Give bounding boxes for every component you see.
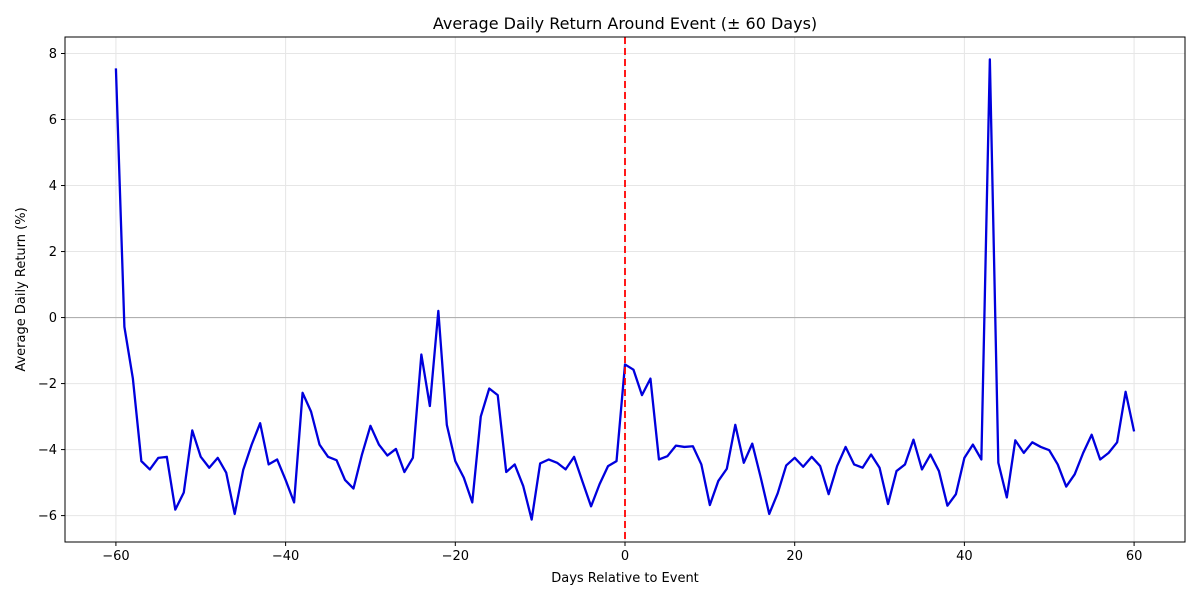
y-tick-label: −4 bbox=[38, 443, 57, 458]
y-tick-label: 8 bbox=[49, 47, 57, 62]
y-tick-label: −6 bbox=[38, 509, 57, 524]
x-tick-label: 0 bbox=[621, 549, 629, 564]
y-tick-label: 6 bbox=[49, 113, 57, 128]
series-layer bbox=[114, 37, 1136, 542]
chart-title: Average Daily Return Around Event (± 60 … bbox=[433, 14, 817, 33]
x-tick-label: 20 bbox=[786, 549, 803, 564]
x-axis-label: Days Relative to Event bbox=[551, 571, 699, 586]
y-tick-label: 2 bbox=[49, 245, 57, 260]
x-tick-label: −60 bbox=[102, 549, 129, 564]
y-tick-label: 0 bbox=[49, 311, 57, 326]
x-tick-label: 60 bbox=[1126, 549, 1143, 564]
series-line bbox=[114, 58, 1136, 521]
y-axis-label: Average Daily Return (%) bbox=[14, 207, 29, 371]
y-tick-label: −2 bbox=[38, 377, 57, 392]
x-tick-label: −40 bbox=[272, 549, 299, 564]
x-tick-label: −20 bbox=[442, 549, 469, 564]
x-tick-label: 40 bbox=[956, 549, 973, 564]
y-tick-label: 4 bbox=[49, 179, 57, 194]
